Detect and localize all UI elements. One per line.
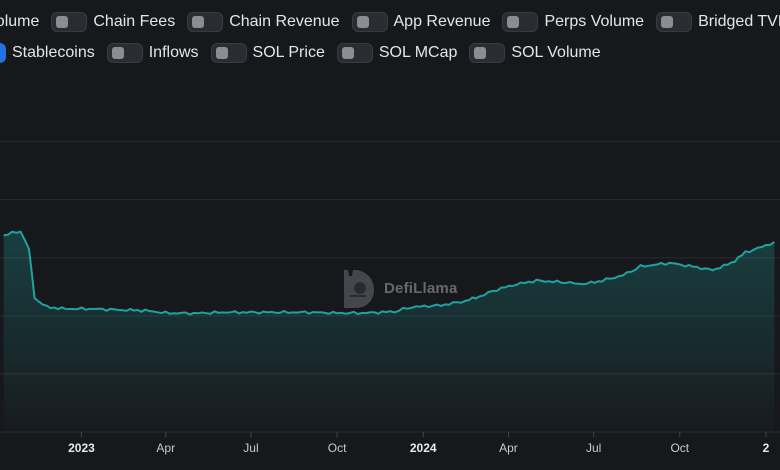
toggle-switch[interactable] bbox=[187, 12, 224, 32]
toggle-knob bbox=[341, 47, 354, 59]
chart-svg: 2023 Apr Jul Oct 2024 Apr Jul Oct 2 bbox=[0, 141, 780, 455]
toggle-label: Chain Revenue bbox=[229, 13, 340, 30]
toggle-chain-fees[interactable]: Chain Fees bbox=[51, 12, 175, 32]
toggle-label: Chain Fees bbox=[93, 13, 176, 30]
toggle-switch[interactable] bbox=[210, 43, 247, 63]
toggle-label: SOL Price bbox=[252, 44, 325, 61]
series-line bbox=[3, 230, 775, 316]
toggle-sol-volume[interactable]: SOL Volume bbox=[469, 43, 601, 63]
toggle-perps-volume[interactable]: Perps Volume bbox=[502, 12, 644, 32]
toggle-switch[interactable] bbox=[656, 12, 693, 32]
toggle-switch[interactable] bbox=[469, 43, 506, 63]
toggle-stablecoins[interactable]: Stablecoins bbox=[0, 43, 95, 63]
toggle-volume[interactable]: Volume bbox=[0, 13, 39, 31]
toggle-knob bbox=[215, 47, 228, 59]
toggle-label: Inflows bbox=[148, 44, 199, 61]
toggle-label: Bridged TVL bbox=[698, 13, 780, 30]
defillama-watermark: DefiLlama bbox=[338, 266, 458, 310]
toggle-switch[interactable] bbox=[51, 12, 88, 32]
watermark-text: DefiLlama bbox=[384, 279, 458, 297]
x-tick-label: Apr bbox=[156, 441, 175, 455]
toggle-inflows[interactable]: Inflows bbox=[106, 43, 199, 63]
toggle-label: SOL Volume bbox=[511, 44, 601, 61]
series-area bbox=[3, 231, 775, 432]
llama-logo-icon bbox=[344, 270, 374, 308]
toggle-switch[interactable] bbox=[336, 43, 373, 63]
toggle-switch[interactable] bbox=[351, 12, 388, 32]
toggle-label: SOL MCap bbox=[378, 44, 458, 61]
toggle-knob bbox=[507, 16, 520, 28]
toggle-switch[interactable] bbox=[106, 43, 143, 63]
toggle-knob bbox=[661, 16, 674, 28]
toggle-switch[interactable] bbox=[502, 12, 539, 32]
toggle-switch[interactable] bbox=[0, 43, 6, 63]
toggle-knob bbox=[111, 47, 124, 59]
x-tick-label: Jul bbox=[243, 441, 258, 455]
x-tick-label: 2023 bbox=[68, 441, 95, 455]
toggle-label: Stablecoins bbox=[12, 44, 95, 61]
toggle-label: Volume bbox=[0, 13, 40, 30]
x-tick-label: Apr bbox=[499, 441, 518, 455]
toggle-label: Perps Volume bbox=[544, 13, 645, 30]
x-tick-label: 2024 bbox=[410, 441, 437, 455]
toggle-chain-revenue[interactable]: Chain Revenue bbox=[187, 12, 340, 32]
x-tick-label: 2 bbox=[763, 441, 770, 455]
toggle-app-revenue[interactable]: App Revenue bbox=[351, 12, 491, 32]
toggle-knob bbox=[356, 16, 369, 28]
toggle-row-extra-metrics: Stablecoins Inflows SOL Price SOL MCap SOL V… bbox=[0, 40, 613, 66]
toggle-knob bbox=[474, 47, 487, 59]
chart-area: 2023 Apr Jul Oct 2024 Apr Jul Oct 2 bbox=[0, 80, 780, 470]
x-tick-label: Oct bbox=[328, 441, 347, 455]
toggle-sol-price[interactable]: SOL Price bbox=[210, 43, 325, 63]
toggle-row-metrics: Volume Chain Fees Chain Revenue App Revenue… bbox=[0, 9, 780, 35]
toggle-label: App Revenue bbox=[393, 13, 491, 30]
x-tick-label: Jul bbox=[586, 441, 601, 455]
x-tick-label: Oct bbox=[670, 441, 689, 455]
toggle-sol-mcap[interactable]: SOL MCap bbox=[336, 43, 458, 63]
toggle-knob bbox=[192, 16, 205, 28]
toggle-knob bbox=[56, 16, 69, 28]
toggle-bridged-tvl[interactable]: Bridged TVL bbox=[656, 12, 780, 32]
